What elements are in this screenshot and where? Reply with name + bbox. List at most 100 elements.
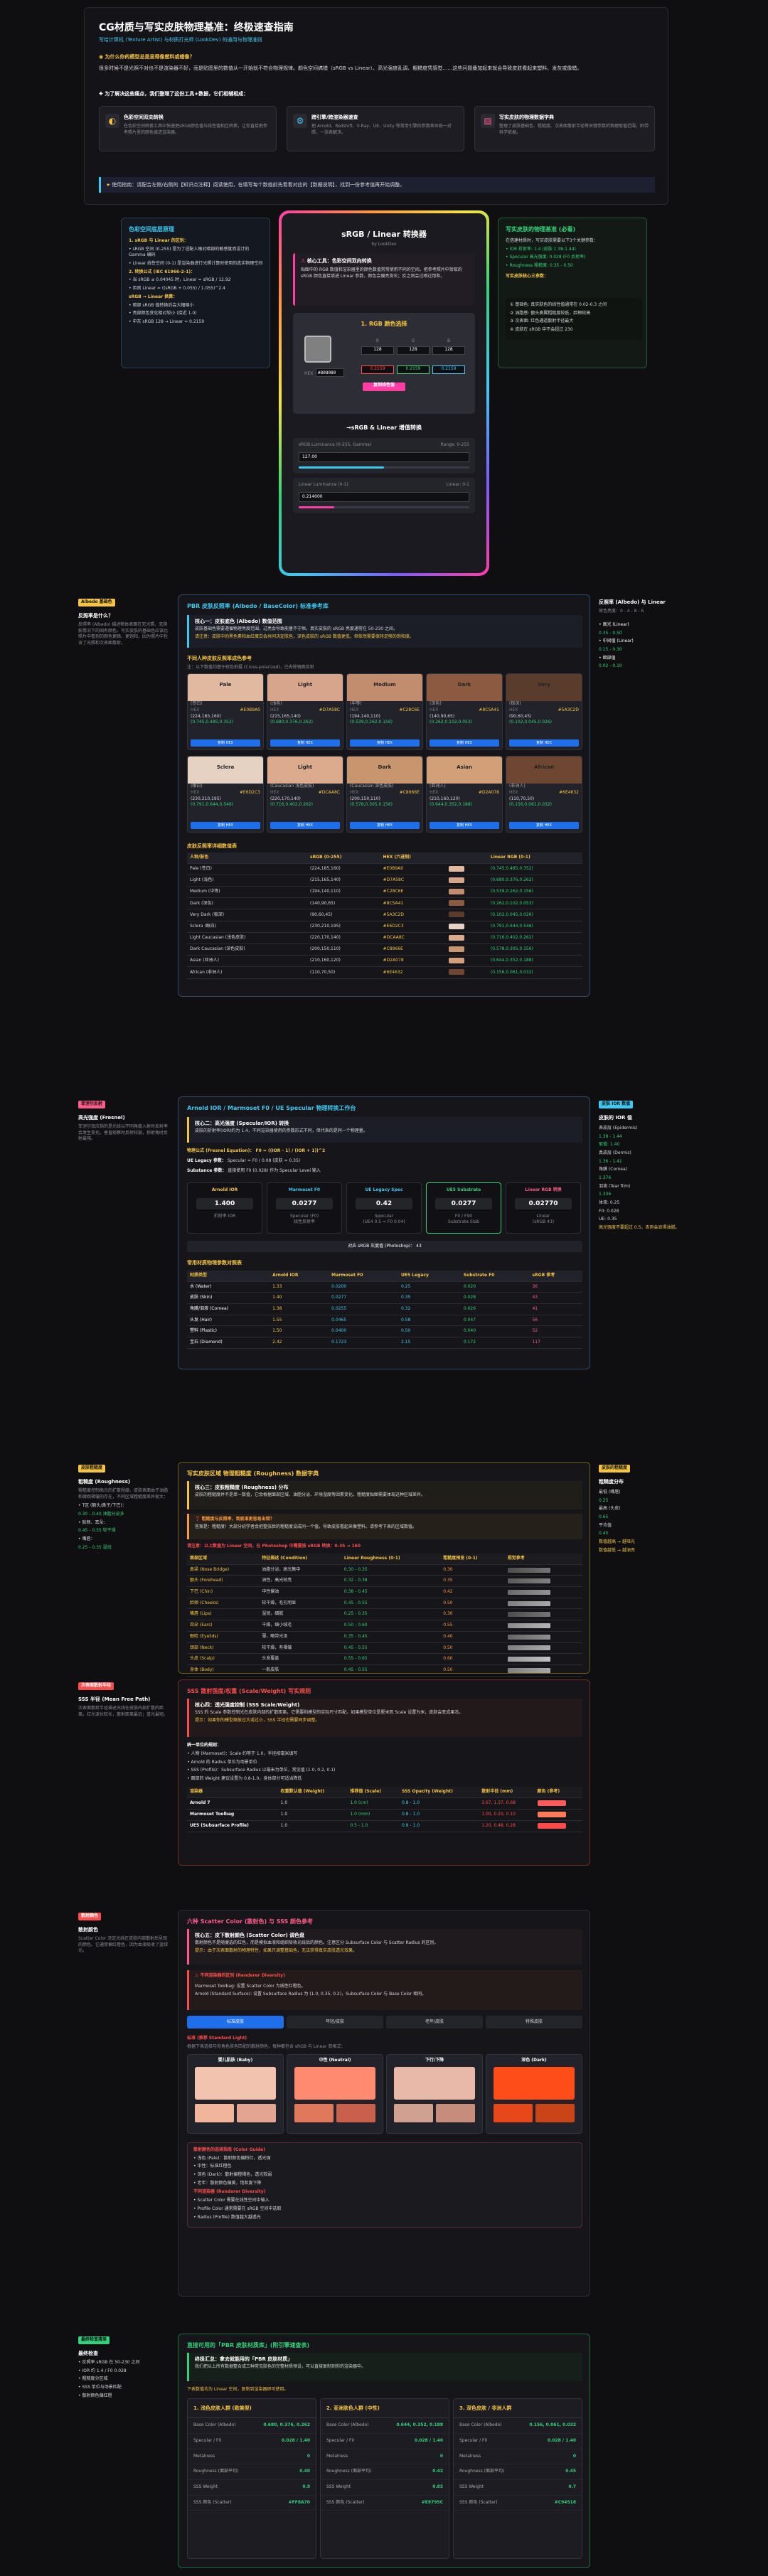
preset-value[interactable]: #C94518	[554, 2499, 576, 2505]
preset-value[interactable]: 0	[439, 2453, 443, 2459]
physical-baseline-list: 在搭建材质时，写实皮肤需要以下3个关键参数： • IOR 折射率: 1.4 (皮…	[506, 238, 642, 282]
preset-value[interactable]: 0.40	[299, 2469, 310, 2474]
scatter-grid-note: 根据下表选择与你角色肤色匹配的散射颜色，每种都包含 sRGB 与 Linear …	[187, 2044, 346, 2049]
copy-linear-button[interactable]: 复制线性值	[363, 383, 405, 391]
preset-value[interactable]: 0.7	[568, 2484, 576, 2489]
skin-color-swatch	[506, 674, 582, 701]
stat-title: UE Legacy Spec	[365, 1187, 403, 1192]
preset-value[interactable]: #FF8A70	[288, 2499, 310, 2505]
column-header: 散射半径 (mm)	[479, 1787, 535, 1798]
scatter-sub-swatch	[294, 2103, 334, 2122]
scatter-swatch-card[interactable]: 婴儿肌肤 (Baby)	[187, 2054, 284, 2134]
converter-subtitle: by LookDev	[371, 242, 397, 247]
copy-button[interactable]: 复制 HEX	[509, 739, 579, 747]
palette-icon: ◐	[105, 114, 119, 128]
table-cell: 薄，略带光泽	[259, 1631, 341, 1643]
copy-button[interactable]: 复制 HEX	[191, 822, 260, 829]
table-cell: 0.35	[440, 1575, 505, 1588]
skin-swatch-card[interactable]: Pale (苍白) HEX #E0B9A0 (224,185,160) (0.745,0…	[187, 673, 264, 750]
hex-input[interactable]	[316, 368, 344, 377]
color-chip[interactable]	[449, 969, 465, 976]
color-chip[interactable]	[449, 958, 465, 964]
table-cell: 0.45 - 0.55	[341, 1664, 441, 1677]
final-alert: 终极汇总：拿去就能用的「PBR 皮肤材质」 我们把以上所有数据整合成三种常见肤色…	[187, 2353, 582, 2381]
preset-value[interactable]: 0.45	[565, 2469, 576, 2474]
copy-button[interactable]: 复制 HEX	[430, 739, 499, 747]
preset-value[interactable]: 0.9	[302, 2484, 310, 2489]
scatter-swatch-card[interactable]: 下行/下降	[386, 2054, 483, 2134]
preset-value[interactable]: 0.680, 0.376, 0.262	[263, 2422, 310, 2428]
table-cell: 干燥，细小绒毛	[259, 1620, 341, 1632]
table-header-row: 面部区域 特征描述 (Condition) Linear Roughness (…	[187, 1554, 582, 1565]
rough-table-wrap: 面部区域 特征描述 (Condition) Linear Roughness (…	[187, 1554, 582, 1677]
preset-row: SSS Weight 0.85	[321, 2480, 449, 2496]
r-input[interactable]: 128	[361, 346, 394, 355]
skin-swatch-card[interactable]: Light (浅色) HEX #D7A58C (215,165,140) (0.680,…	[267, 673, 343, 750]
color-chip[interactable]	[449, 877, 465, 883]
preset-value[interactable]: 0	[572, 2453, 576, 2459]
skin-swatch-card[interactable]: Dark (深色) HEX #8C5A41 (140,90,65) (0.262,0.1…	[426, 673, 503, 750]
stat-value[interactable]: 0.42	[356, 1197, 412, 1209]
swatch-hex-row: HEX #E6D2C3	[188, 790, 263, 796]
preset-value[interactable]: 0.028 / 1.40	[281, 2437, 310, 2443]
preset-value[interactable]: 0.028 / 1.40	[547, 2437, 576, 2443]
srgb-slider-track[interactable]	[299, 466, 469, 469]
tab-old[interactable]: 老年/皮肤	[386, 2016, 483, 2029]
srgb-range-hint: Range: 0-255	[440, 442, 469, 447]
preset-value[interactable]: 0.85	[432, 2484, 443, 2489]
g-input[interactable]: 128	[397, 346, 430, 355]
linear-r-output: 0.2159	[361, 365, 394, 374]
copy-button[interactable]: 复制 HEX	[350, 822, 420, 829]
skin-swatch-card[interactable]: Dark (Caucasian 深色皮肤) HEX #C8966E (200,150,…	[346, 756, 423, 833]
scatter-swatch-card[interactable]: 中性 (Neutral)	[287, 2054, 383, 2134]
color-chip[interactable]	[449, 889, 465, 895]
tab-young[interactable]: 年轻/皮肤	[287, 2016, 383, 2029]
srgb-luminance-input[interactable]: 127.00	[299, 452, 469, 462]
color-chip[interactable]	[537, 1811, 566, 1817]
swatch-name: Asian	[457, 764, 472, 770]
color-chip[interactable]	[449, 946, 465, 952]
skin-swatch-card[interactable]: Medium (中等) HEX #C28C6E (194,140,110) (0.539…	[346, 673, 423, 750]
tab-standard[interactable]: 标准皮肤	[187, 2016, 284, 2029]
table-cell: #D2A078	[380, 955, 447, 968]
stat-value[interactable]: 0.0277	[435, 1197, 492, 1209]
copy-button[interactable]: 复制 HEX	[430, 822, 499, 829]
preset-value[interactable]: 0.42	[432, 2469, 443, 2474]
roughness-preview-bar	[507, 1667, 550, 1673]
color-chip[interactable]	[449, 923, 465, 929]
copy-button[interactable]: 复制 HEX	[270, 822, 340, 829]
skin-swatch-card[interactable]: Light (Caucasian 浅色皮肤) HEX #DCAA8C (220,170…	[267, 756, 343, 833]
scatter-swatch-card[interactable]: 深色 (Dark)	[486, 2054, 582, 2134]
color-chip[interactable]	[537, 1823, 566, 1829]
color-chip[interactable]	[537, 1800, 566, 1806]
stat-value[interactable]: 0.02770	[515, 1197, 572, 1209]
linear-luminance-input[interactable]: 0.214000	[299, 492, 469, 502]
table-cell: 湿润，细腻	[259, 1608, 341, 1621]
color-chip[interactable]	[449, 900, 465, 907]
copy-button[interactable]: 复制 HEX	[509, 822, 579, 829]
linear-slider-track[interactable]	[299, 506, 469, 508]
preset-value[interactable]: 0.028 / 1.40	[414, 2437, 443, 2443]
color-chip[interactable]	[449, 865, 465, 872]
b-input[interactable]: 128	[432, 346, 465, 355]
skin-swatch-card[interactable]: Sclera (眼白) HEX #E6D2C3 (230,210,195) (0.791…	[187, 756, 264, 833]
stat-value[interactable]: 1.400	[196, 1197, 253, 1209]
preset-label: Metalness	[193, 2453, 215, 2459]
tab-special[interactable]: 特殊皮肤	[486, 2016, 582, 2029]
preset-value[interactable]: #E8795C	[421, 2499, 443, 2505]
copy-button[interactable]: 复制 HEX	[270, 739, 340, 747]
color-preview-swatch[interactable]	[304, 336, 331, 363]
skin-swatch-card[interactable]: African (非洲人) HEX #6E4632 (110,70,50) (0.156…	[506, 756, 582, 833]
preset-value[interactable]: 0.156, 0.061, 0.032	[529, 2422, 576, 2428]
color-chip[interactable]	[449, 934, 465, 941]
copy-button[interactable]: 复制 HEX	[191, 739, 260, 747]
color-chip[interactable]	[449, 912, 465, 918]
preset-value[interactable]: 0	[306, 2453, 310, 2459]
albedo-right-sub: 原色亮度：0 - 4 - 8 - 6	[599, 609, 644, 614]
copy-button[interactable]: 复制 HEX	[350, 739, 420, 747]
table-cell: 头发 (Hair)	[187, 1315, 270, 1327]
skin-swatch-card[interactable]: Very (极深) HEX #5A3C2D (90,60,45) (0.102,0.04…	[506, 673, 582, 750]
skin-swatch-card[interactable]: Asian (亚洲人) HEX #D2A078 (210,160,120) (0.644…	[426, 756, 503, 833]
stat-value[interactable]: 0.0277	[276, 1197, 333, 1209]
preset-value[interactable]: 0.644, 0.352, 0.188	[396, 2422, 443, 2428]
